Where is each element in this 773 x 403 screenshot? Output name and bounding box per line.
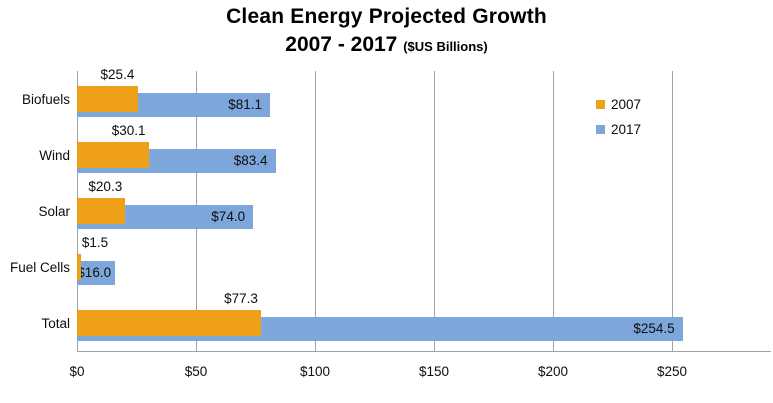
category-label: Fuel Cells: [9, 260, 70, 275]
category-label: Wind: [39, 148, 70, 163]
x-axis-tick-label: $150: [418, 364, 450, 379]
bar-2007-value-label: $20.3: [88, 179, 123, 194]
bar-2017-value-label: $74.0: [211, 209, 246, 224]
legend-swatch-icon: [596, 125, 605, 134]
category-label: Total: [41, 316, 70, 331]
x-axis-tick-label: $50: [184, 364, 208, 379]
legend-item: 2017: [596, 122, 641, 137]
bar-2007-value-label: $1.5: [81, 235, 109, 250]
bar-2007: [77, 198, 126, 224]
bar-2007-value-label: $77.3: [224, 291, 258, 306]
legend-label: 2017: [611, 122, 642, 137]
category-label: Solar: [38, 204, 70, 219]
subtitle-unit-note: ($US Billions): [403, 39, 488, 54]
bar-2017-value-label: $16.0: [77, 265, 112, 280]
chart-subtitle: 2007 - 2017 ($US Billions): [0, 33, 773, 57]
bar-2017-value-label: $254.5: [633, 321, 675, 336]
legend-swatch-icon: [596, 100, 605, 109]
x-axis-tick-label: $250: [656, 364, 688, 379]
bar-row: $83.4 $30.1: [77, 123, 771, 183]
bar-2007-value-label: $25.4: [100, 67, 135, 82]
legend: 2007 2017: [596, 97, 641, 147]
bar-2007: [77, 86, 138, 112]
x-axis-tick-label: $0: [69, 364, 85, 379]
gridline: [553, 71, 554, 351]
gridline: [672, 71, 673, 351]
subtitle-years: 2007 - 2017: [285, 33, 398, 56]
legend-item: 2007: [596, 97, 641, 112]
chart-title: Clean Energy Projected Growth: [226, 5, 547, 28]
bar-2017: $16.0: [77, 261, 116, 285]
bar-2017-value-label: $81.1: [228, 97, 262, 112]
bar-2007-value-label: $30.1: [111, 123, 146, 138]
bar-row: $81.1 $25.4: [77, 67, 771, 127]
category-label: Biofuels: [21, 92, 70, 107]
x-axis-tick-label: $100: [299, 364, 331, 379]
bar-2007: [77, 142, 149, 168]
bar-2007: [77, 310, 261, 336]
bar-row: $16.0 $1.5: [77, 235, 771, 295]
bar-2007: [77, 254, 81, 280]
gridline: [315, 71, 316, 351]
x-axis-tick-label: $200: [537, 364, 569, 379]
gridline: [434, 71, 435, 351]
bar-row: $254.5 $77.3: [77, 291, 771, 351]
legend-label: 2007: [611, 97, 642, 112]
bar-row: $74.0 $20.3: [77, 179, 771, 239]
plot-area: $81.1 $25.4 $83.4 $30.1 $74.0 $20.3 $16.0 $1.5 $…: [77, 67, 771, 352]
bar-2017-value-label: $83.4: [233, 153, 268, 168]
